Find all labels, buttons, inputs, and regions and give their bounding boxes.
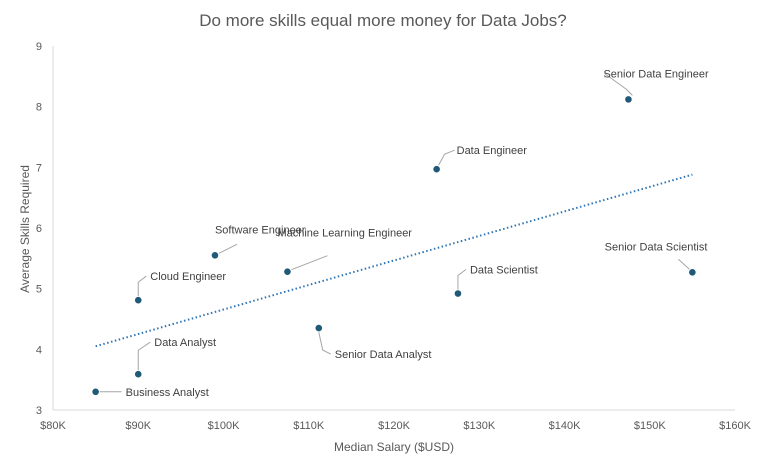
leader-lines (99, 72, 690, 393)
data-point (92, 388, 99, 396)
chart-title: Do more skills equal more money for Data… (199, 11, 567, 30)
x-tick-label: $100K (208, 420, 240, 432)
point-label: Data Scientist (470, 265, 538, 277)
leader-line (137, 341, 151, 371)
data-points (92, 96, 696, 396)
x-tick-labels: $80K $90K $100K $110K $120K $130K $140K $150K $1… (40, 420, 751, 432)
point-label: Data Analyst (154, 337, 216, 349)
point-label: Machine Learning Engineer (277, 228, 412, 240)
point-label: Senior Data Analyst (335, 349, 432, 361)
y-tick-label: 6 (36, 223, 42, 235)
y-axis-label: Average Skills Required (18, 165, 32, 293)
data-point (433, 165, 440, 173)
point-label: Senior Data Engineer (603, 68, 709, 80)
data-point (134, 296, 142, 304)
y-tick-label: 5 (36, 284, 42, 296)
trendline (95, 173, 693, 348)
x-tick-label: $80K (40, 420, 66, 432)
axes (52, 46, 735, 411)
x-tick-label: $150K (634, 420, 666, 432)
data-point (454, 290, 462, 297)
point-label: Software Engineer (215, 224, 306, 236)
x-axis-label: Median Salary ($USD) (334, 440, 454, 454)
y-tick-label: 7 (36, 162, 42, 174)
y-tick-label: 4 (36, 344, 42, 356)
x-tick-label: $130K (463, 420, 495, 432)
leader-line (438, 149, 455, 166)
y-tick-label: 8 (36, 102, 42, 114)
data-point (689, 268, 696, 276)
data-point (284, 268, 291, 275)
x-tick-label: $160K (719, 420, 751, 432)
leader-line (604, 72, 633, 96)
data-point (134, 370, 142, 378)
leader-line (218, 243, 238, 254)
point-label: Data Engineer (457, 145, 528, 157)
y-tick-label: 3 (36, 405, 42, 417)
data-point (625, 96, 632, 103)
point-label: Cloud Engineer (150, 271, 226, 283)
leader-line (291, 255, 328, 271)
y-tick-labels: 3 4 5 6 7 8 9 (36, 41, 42, 417)
x-tick-label: $110K (293, 420, 325, 432)
leader-line (457, 269, 467, 290)
x-tick-label: $90K (125, 420, 151, 432)
point-label: Senior Data Scientist (605, 241, 708, 253)
leader-line (678, 258, 690, 270)
data-point (211, 252, 219, 259)
x-tick-label: $120K (378, 420, 410, 432)
point-labels: Senior Data Engineer Data Engineer Softwar… (126, 68, 709, 398)
y-tick-label: 9 (36, 41, 42, 53)
leader-line (318, 331, 331, 355)
trendline-group (95, 173, 693, 348)
x-tick-label: $140K (549, 420, 581, 432)
point-label: Business Analyst (126, 387, 209, 399)
leader-line (137, 275, 147, 297)
data-point (315, 324, 323, 332)
